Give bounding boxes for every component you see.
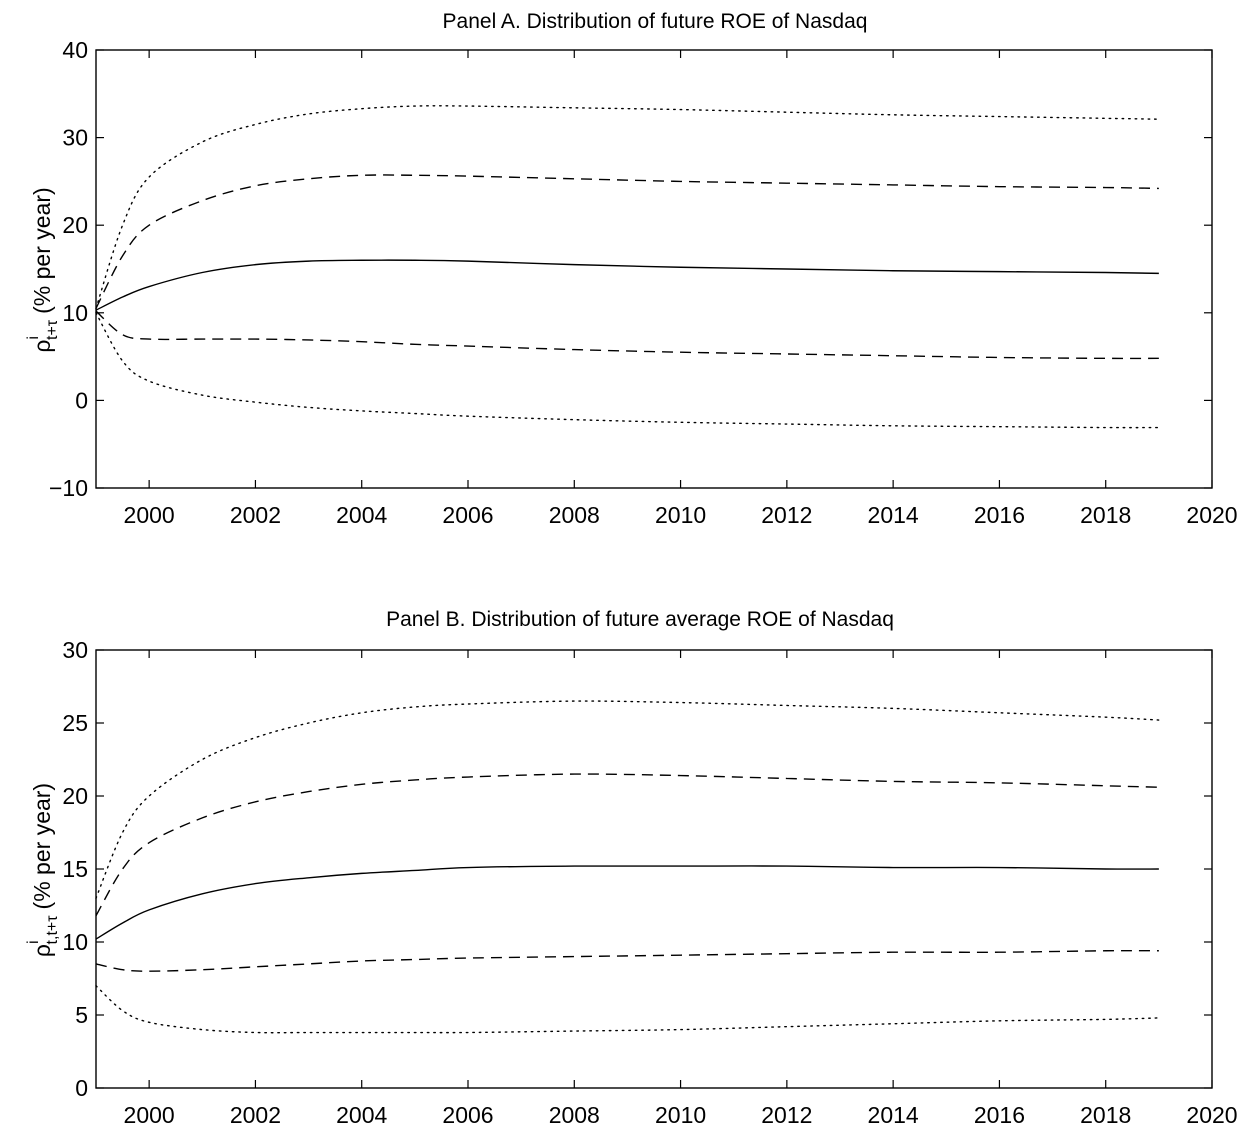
panel-b-x-tick-label: 2012 [761, 1102, 812, 1128]
panel-a-x-tick-label: 2010 [655, 502, 706, 528]
panel-b-x-tick-label: 2000 [124, 1102, 175, 1128]
panel-a-x-tick-label: 2012 [761, 502, 812, 528]
panel-b-ylabel-sup: i [25, 940, 42, 944]
panel-b-upper-dotted-line [95, 700, 1160, 899]
panel-a-x-tick-label: 2020 [1186, 502, 1237, 528]
panel-b-lower-dashed-line [95, 949, 1159, 972]
panel-b-axes: 2000 2002 2004 2006 2008 2010 2012 2014 2016 2018… [62, 637, 1237, 1128]
panel-a-axes: 2000 2002 2004 2006 2008 2010 2012 2014 2016 2018… [49, 37, 1238, 528]
panel-b-y-axis-label: ρi t,t+τ (% per year) [25, 783, 61, 957]
panel-b-x-tick-label: 2002 [230, 1102, 281, 1128]
panel-a-ylabel-unit: (% per year) [29, 187, 55, 314]
panel-b-lower-dotted-line [95, 985, 1160, 1034]
panel-a-y-tick-label: −10 [49, 475, 88, 501]
panel-a-y-tick-label: 0 [75, 387, 88, 413]
panel-a-y-tick-label: 40 [62, 37, 88, 63]
panel-a-y-tick-label: 20 [62, 212, 88, 238]
panel-b-ylabel-symbol: ρ [29, 944, 55, 957]
panel-b-upper-dashed-line [95, 773, 1159, 917]
svg-text:ρit+τ(% per year): ρi t+τ (% per year) [25, 187, 61, 352]
panel-a-lower-dashed-line [95, 310, 1159, 360]
panel-b-x-tick-label: 2014 [868, 1102, 919, 1128]
panel-b-y-tick-label: 25 [62, 710, 88, 736]
panel-b-title: Panel B. Distribution of future average … [386, 608, 894, 631]
panel-b-plot-frame [95, 649, 1213, 1089]
panel-a-x-tick-label: 2000 [124, 502, 175, 528]
panel-a-plot-frame [95, 49, 1213, 489]
panel-a-ylabel-symbol: ρ [29, 340, 55, 353]
panel-b-y-tick-label: 10 [62, 929, 88, 955]
panel-b-x-tick-label: 2010 [655, 1102, 706, 1128]
panel-a-x-tick-label: 2014 [868, 502, 919, 528]
panel-b-x-tick-label: 2020 [1186, 1102, 1237, 1128]
panel-a-series [95, 105, 1160, 429]
panel-b-y-tick-label: 5 [75, 1002, 88, 1028]
panel-a-upper-dotted-line [95, 105, 1160, 310]
panel-a: Panel A. Distribution of future ROE of N… [25, 10, 1238, 528]
panel-a-ylabel-sub: t+τ [44, 319, 61, 340]
panel-a-x-tick-label: 2008 [549, 502, 600, 528]
panel-b-x-tick-label: 2006 [442, 1102, 493, 1128]
panel-a-lower-dotted-line [95, 312, 1160, 429]
panel-a-x-tick-label: 2006 [442, 502, 493, 528]
panel-b-y-tick-label: 0 [75, 1075, 88, 1101]
panel-a-median-solid-line [95, 259, 1159, 311]
panel-a-y-tick-label: 10 [62, 300, 88, 326]
panel-b-x-tick-label: 2016 [974, 1102, 1025, 1128]
panel-a-y-tick-label: 30 [62, 125, 88, 151]
panel-a-upper-dashed-line [95, 174, 1159, 309]
panel-a-x-tick-label: 2004 [336, 502, 387, 528]
panel-a-x-tick-label: 2002 [230, 502, 281, 528]
panel-b-y-tick-label: 30 [62, 637, 88, 663]
panel-b-series [95, 700, 1160, 1034]
panel-b-x-tick-label: 2018 [1080, 1102, 1131, 1128]
panel-b-y-tick-label: 15 [62, 856, 88, 882]
panel-b-ylabel-sub: t,t+τ [44, 915, 61, 945]
panel-b-ylabel-unit: (% per year) [29, 783, 55, 910]
panel-a-title: Panel A. Distribution of future ROE of N… [443, 10, 868, 33]
panel-a-ylabel-sup: i [25, 336, 42, 340]
panel-b-y-tick-label: 20 [62, 783, 88, 809]
panel-b-x-tick-label: 2008 [549, 1102, 600, 1128]
panel-a-x-tick-label: 2016 [974, 502, 1025, 528]
panel-b: Panel B. Distribution of future average … [25, 608, 1238, 1128]
panel-a-y-axis-label: ρi t+τ (% per year) [25, 187, 61, 352]
panel-b-x-tick-label: 2004 [336, 1102, 387, 1128]
panel-a-x-tick-label: 2018 [1080, 502, 1131, 528]
panel-b-median-solid-line [95, 865, 1159, 940]
svg-text:ρit,t+τ(% per year): ρi t,t+τ (% per year) [25, 783, 61, 957]
